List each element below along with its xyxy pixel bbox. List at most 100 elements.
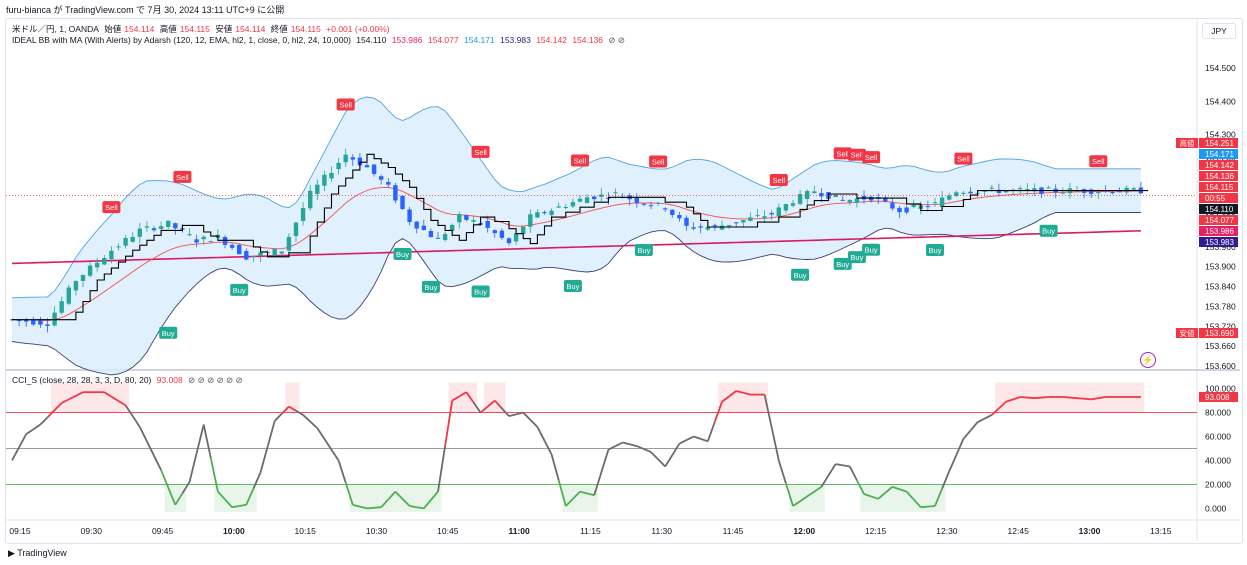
price-value-text: 154.142: [1205, 161, 1234, 170]
buy-tag-box: [634, 244, 653, 257]
candle-body: [421, 225, 426, 230]
cci-oversold-zone: [164, 484, 172, 512]
cci-oversold-zone: [242, 484, 250, 512]
candle-body: [364, 165, 370, 168]
cci-line-segment: [693, 435, 701, 440]
cci-line-segment: [451, 395, 460, 402]
price-value-box: [1199, 182, 1238, 192]
candle-body: [691, 227, 696, 229]
cci-line-segment: [565, 498, 574, 507]
lightning-icon[interactable]: ⚡: [1140, 352, 1156, 368]
cci-line-segment: [480, 405, 489, 414]
candle-body: [613, 192, 618, 194]
candle: [95, 257, 100, 272]
candle-body: [719, 225, 725, 230]
cci-oversold-zone: [228, 484, 236, 512]
sell-tag-box: [954, 152, 973, 165]
candle-body: [229, 244, 235, 248]
cci-line-segment: [913, 498, 922, 508]
price-value-text: 153.690: [1205, 329, 1234, 338]
cci-visibility-icon[interactable]: ⊘ ⊘ ⊘ ⊘ ⊘ ⊘: [188, 375, 243, 385]
cci-oversold-zone: [789, 484, 797, 512]
currency-button[interactable]: JPY: [1202, 23, 1236, 39]
cci-line-segment: [934, 488, 943, 507]
time-tick-label: 09:15: [9, 526, 31, 536]
cci-oversold-zone: [406, 484, 414, 512]
sell-tag-box: [571, 154, 589, 167]
buy-tag-box: [862, 243, 881, 256]
indicator-name: IDEAL BB with MA (With Alerts) by Adarsh…: [12, 35, 351, 45]
cci-line-segment: [224, 498, 233, 508]
candle-body: [670, 209, 675, 215]
close-label: 終値: [270, 24, 288, 34]
indicator-value-1: 154.110: [356, 35, 387, 45]
cci-line-segment: [550, 454, 560, 481]
cci-oversold-zone: [803, 484, 811, 512]
cci-line-segment: [153, 455, 162, 471]
candle-body: [705, 227, 710, 230]
cci-line-segment: [835, 463, 843, 467]
buy-tag-label: Buy: [474, 288, 487, 297]
candle: [66, 284, 71, 306]
price-value-text: 153.986: [1205, 227, 1234, 236]
cci-line-segment: [1098, 396, 1106, 400]
sell-tag-box: [833, 147, 852, 160]
symbol-legend: 米ドル／円, 1, OANDA 始値 154.114 高値 154.115 安値 15…: [12, 23, 393, 35]
sell-tag: Sell: [1089, 155, 1108, 168]
candle-body: [961, 192, 966, 194]
candle: [237, 243, 242, 255]
candle-body: [457, 214, 462, 223]
candle-body: [158, 226, 164, 229]
cci-line-segment: [259, 446, 269, 473]
cci-overbought-zone: [1087, 382, 1095, 413]
candle-body: [776, 207, 781, 216]
candle: [379, 174, 384, 185]
sell-tag: Sell: [769, 174, 788, 187]
cci-oversold-zone: [895, 484, 903, 512]
sell-tag: Sell: [471, 145, 490, 158]
sell-tag: Sell: [862, 151, 881, 164]
cci-line-segment: [75, 391, 84, 397]
time-tick-label: 12:15: [865, 526, 887, 536]
candle: [954, 190, 959, 198]
cci-overbought-zone: [86, 382, 94, 413]
candle-body: [762, 216, 767, 219]
cci-line-segment: [777, 460, 787, 484]
candle-body: [513, 233, 519, 242]
candle: [364, 162, 370, 168]
cci-line-segment: [743, 391, 751, 396]
candle: [45, 318, 50, 333]
candle-body: [1032, 188, 1037, 192]
cci-line-segment: [877, 492, 886, 500]
sell-tag: Sell: [336, 98, 355, 111]
candle: [925, 200, 931, 212]
cci-line-segment: [650, 451, 659, 460]
cci-line-segment: [870, 495, 879, 500]
buy-tag: Buy: [471, 285, 490, 298]
candle-body: [95, 262, 100, 268]
cci-oversold-zone: [583, 484, 591, 512]
candle: [414, 221, 419, 234]
candle: [151, 226, 157, 233]
candle: [1089, 188, 1094, 199]
cci-line-segment: [394, 490, 404, 500]
candle-body: [890, 202, 895, 209]
candle: [272, 248, 277, 257]
indicator-legend: IDEAL BB with MA (With Alerts) by Adarsh…: [12, 35, 628, 46]
change-value: +0.001 (+0.00%): [326, 24, 390, 34]
candle-body: [1089, 189, 1094, 194]
time-tick-label: 10:45: [437, 526, 459, 536]
candle-body: [648, 205, 654, 207]
candle: [116, 243, 121, 251]
candle-body: [1003, 190, 1009, 193]
visibility-icon[interactable]: ⊘ ⊘: [608, 35, 626, 45]
buy-tag: Buy: [833, 257, 852, 270]
time-tick-label: 12:45: [1008, 526, 1030, 536]
cci-oversold-zone: [590, 484, 598, 512]
cci-tick-label: 0.000: [1205, 503, 1227, 513]
sell-tag-box: [847, 148, 866, 161]
cci-line-segment: [927, 505, 936, 508]
candles: [9, 148, 1144, 333]
candle: [762, 210, 767, 224]
